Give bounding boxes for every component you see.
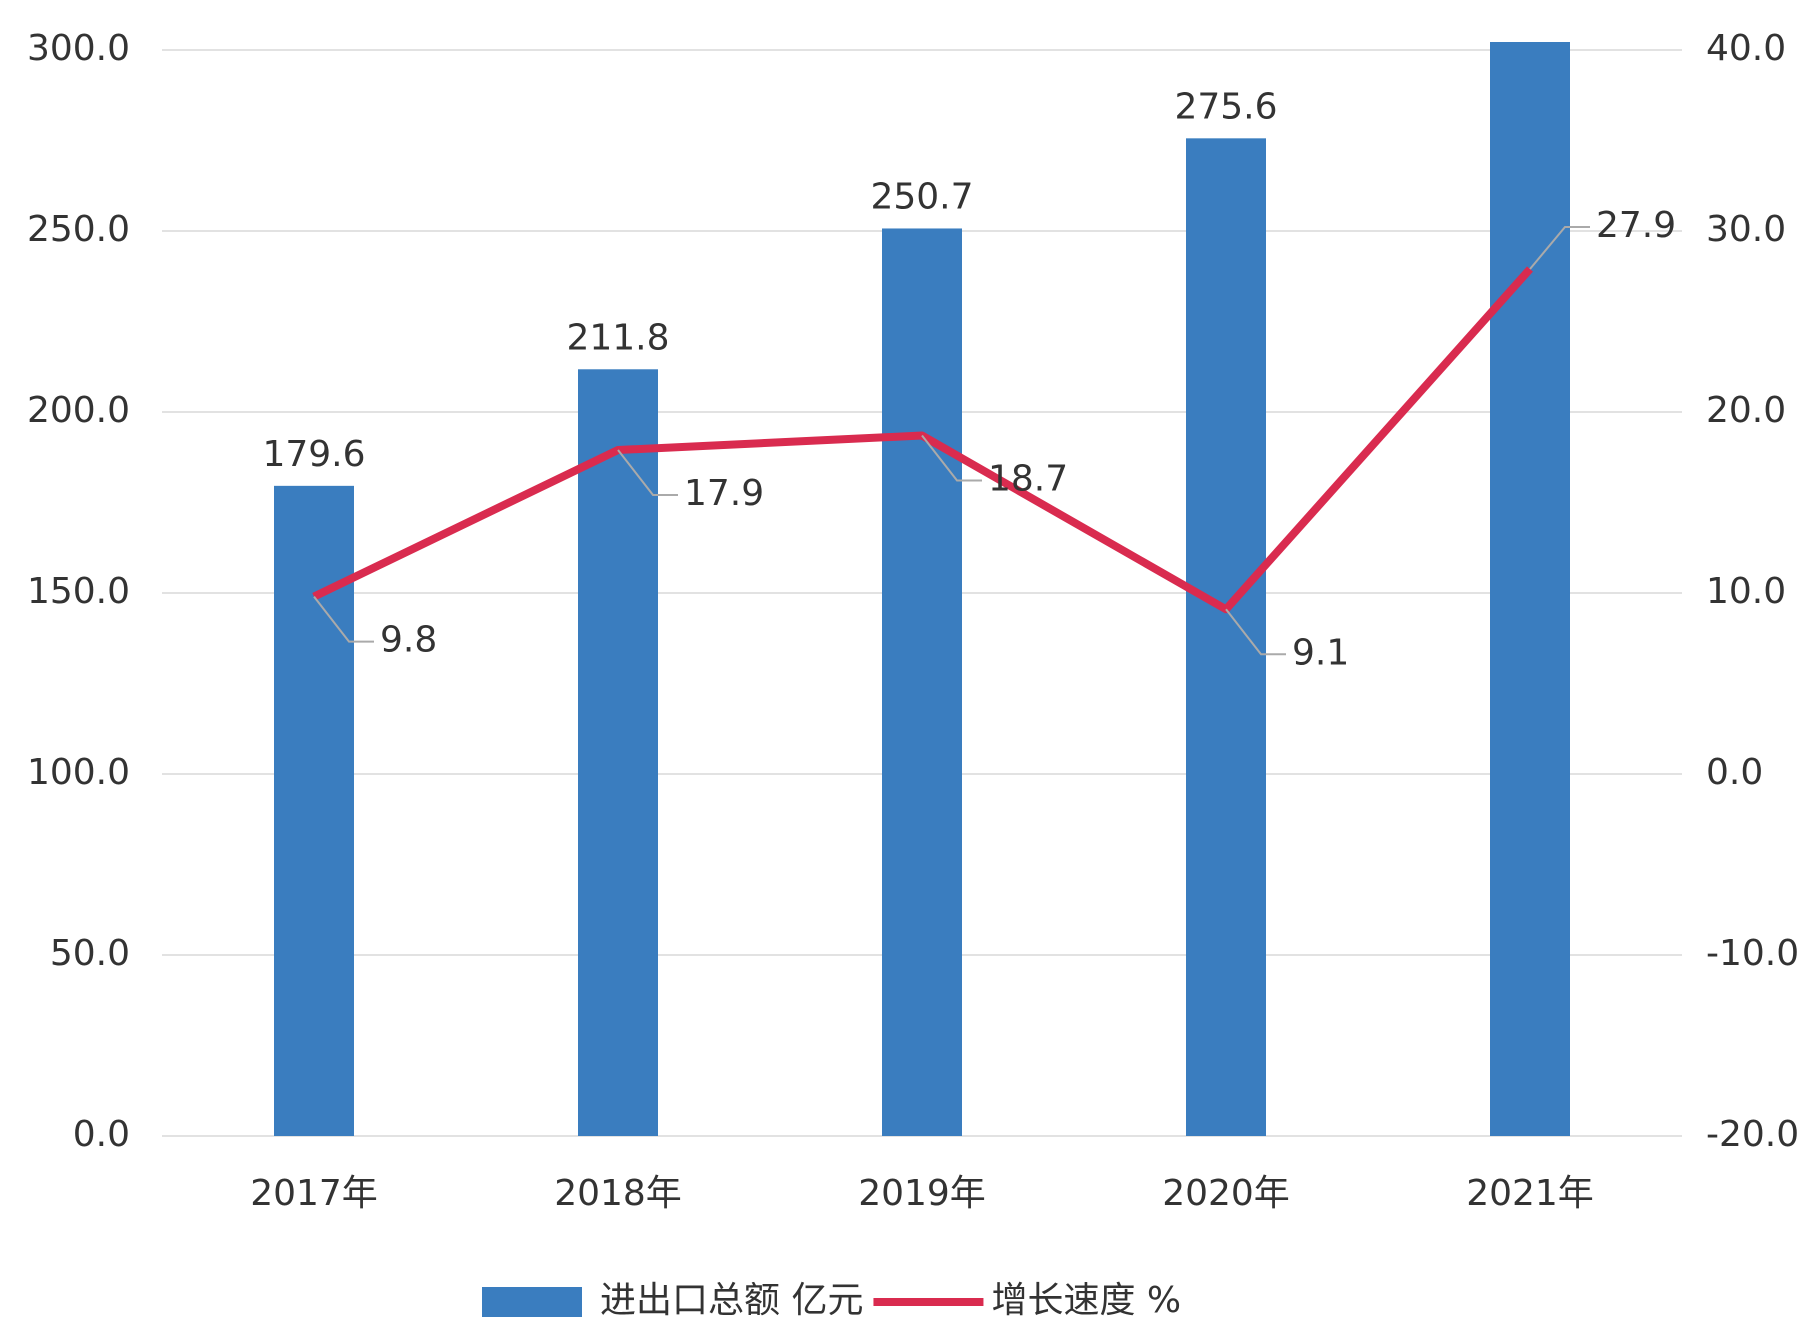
- y2-tick-label: -10.0: [1706, 933, 1799, 974]
- y-tick-label: 200.0: [27, 390, 130, 431]
- legend-label: 增长速度 %: [991, 1280, 1181, 1321]
- y2-tick-label: 10.0: [1706, 571, 1786, 612]
- x-tick-label: 2021年: [1466, 1173, 1594, 1214]
- bar: [578, 369, 658, 1136]
- y-tick-label: 300.0: [27, 28, 130, 69]
- bar: [1186, 138, 1266, 1136]
- x-tick-label: 2020年: [1162, 1173, 1290, 1214]
- leader-line: [1225, 608, 1286, 656]
- leader-line: [617, 449, 678, 497]
- bar-value-label: 275.6: [1174, 86, 1277, 127]
- leader-line: [1529, 226, 1590, 270]
- y-tick-label: 150.0: [27, 571, 130, 612]
- bar-value-label: 211.8: [566, 317, 669, 358]
- line-value-label: 17.9: [684, 473, 764, 514]
- x-tick-label: 2019年: [858, 1173, 986, 1214]
- y-tick-label: 50.0: [50, 933, 130, 974]
- y2-tick-label: 30.0: [1706, 209, 1786, 250]
- line-value-label: 18.7: [988, 459, 1068, 500]
- legend-swatch: [482, 1287, 582, 1317]
- line-value-label: 9.1: [1292, 632, 1349, 673]
- line-value-label: 27.9: [1596, 205, 1676, 246]
- y-tick-label: 0.0: [73, 1114, 130, 1155]
- legend-label: 进出口总额 亿元: [600, 1280, 863, 1321]
- bar-value-label: 179.6: [262, 434, 365, 475]
- y2-tick-label: 20.0: [1706, 390, 1786, 431]
- y2-tick-label: 0.0: [1706, 752, 1763, 793]
- x-tick-label: 2018年: [554, 1173, 682, 1214]
- y2-tick-label: 40.0: [1706, 28, 1786, 69]
- bars: [274, 42, 1570, 1137]
- leader-line: [921, 434, 982, 482]
- bar-value-label: 250.7: [870, 176, 973, 217]
- x-tick-label: 2017年: [250, 1173, 378, 1214]
- y-tick-label: 100.0: [27, 752, 130, 793]
- bar: [882, 228, 962, 1136]
- y2-tick-label: -20.0: [1706, 1114, 1799, 1155]
- leader-line: [313, 596, 374, 643]
- bar: [1490, 42, 1570, 1137]
- y-tick-label: 250.0: [27, 209, 130, 250]
- line-value-label: 9.8: [380, 620, 437, 661]
